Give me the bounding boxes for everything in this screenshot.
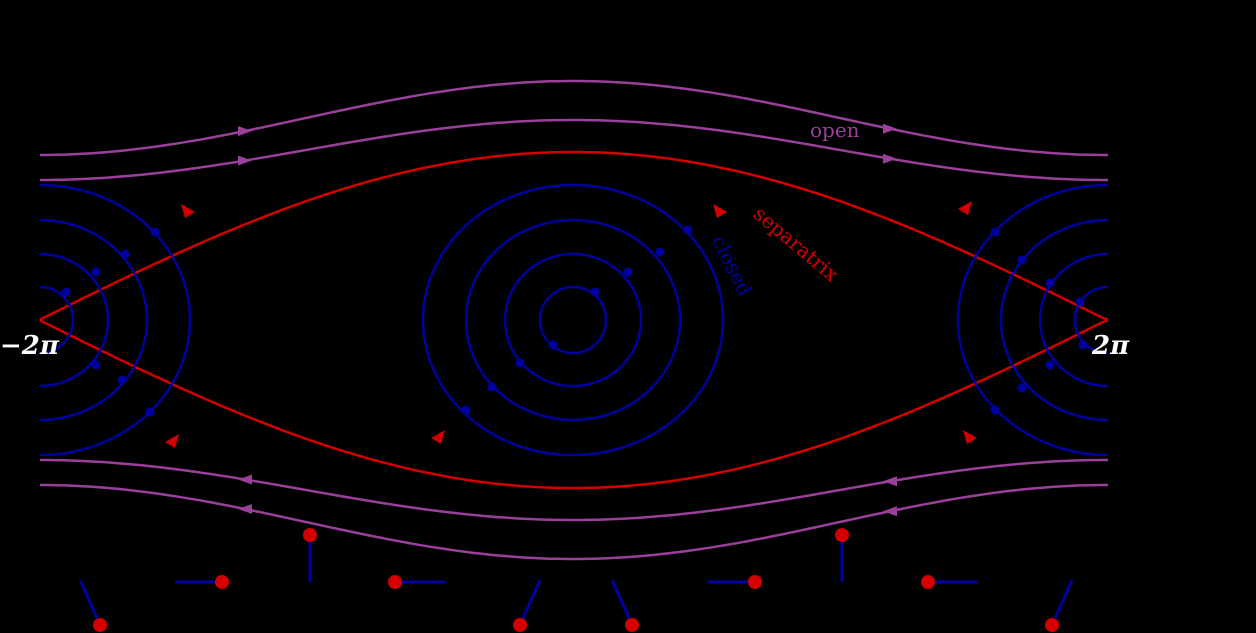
open-orbit-arrow [238,125,252,136]
pendulum-rod [78,579,102,626]
closed-orbit-arrow [1045,278,1055,288]
pendulum-bob [835,528,849,542]
closed-orbit-arrow [990,405,1000,415]
open-orbit-arrow [883,123,897,134]
pendulum-bob [748,575,762,589]
separatrix-arrow [165,434,179,448]
label-open: open [810,118,860,142]
separatrix-line [39,319,1109,490]
open-orbit-arrow [238,155,252,166]
closed-orbit-center [538,285,608,355]
separatrix-arrow [431,430,445,444]
closed-orbit-arrow [1017,255,1027,265]
closed-orbit-arrow [461,405,471,415]
closed-orbit-side [39,285,75,355]
separatrix-curves [39,150,1109,490]
open-orbit-line [40,79,1108,157]
closed-orbit-arrow [590,287,600,297]
pendulum-bob [388,575,402,589]
closed-orbit-side [999,218,1109,422]
pendulum-bob [93,618,107,632]
closed-orbit-side [956,183,1109,457]
separatrix-arrow [181,204,195,218]
separatrix-arrow [713,204,727,218]
open-orbit-arrow [883,506,897,517]
pendulum-rod [518,579,542,626]
open-orbit-arrow [883,476,897,487]
separatrix-arrow [963,430,977,444]
closed-orbit-arrow [120,249,130,259]
closed-orbit-side [39,183,192,457]
pendulum-bob [513,618,527,632]
closed-orbit-side [1073,285,1109,355]
closed-orbit-arrow [515,358,525,368]
closed-orbit-side [1038,252,1109,388]
closed-orbit-arrow [683,225,693,235]
closed-orbit-center [421,183,725,457]
closed-orbit-arrow [91,267,101,277]
pendulum-bob [921,575,935,589]
closed-orbit-arrow [1075,297,1085,307]
closed-orbit-arrow [487,382,497,392]
closed-orbit-side [39,218,149,422]
closed-orbit-arrow [117,375,127,385]
closed-orbit-arrow [150,227,160,237]
pendulum-bob [303,528,317,542]
open-orbit-arrow [238,504,252,515]
closed-orbit-arrow [1078,340,1088,350]
closed-orbit-center [503,252,643,388]
pendulum-bob [1045,618,1059,632]
pendulum-rod [610,579,634,626]
pendulum-bob [215,575,229,589]
pendulum-bob [625,618,639,632]
closed-orbit-arrow [623,267,633,277]
pendulum-icons [78,528,1074,632]
closed-orbit-arrow [1017,383,1027,393]
closed-orbit-arrow [1045,360,1055,370]
open-orbit-arrow [883,153,897,164]
closed-orbit-arrow [548,340,558,350]
tick-label-right: 2π [1091,331,1130,361]
label-closed: closed [707,231,758,300]
open-orbit-line [40,483,1108,561]
label-separatrix: separatrix [749,201,844,286]
closed-orbit-side [39,252,110,388]
tick-label-left: −2π [0,331,60,361]
closed-orbit-arrow [145,407,155,417]
closed-orbits [39,183,1109,457]
separatrix-arrow [958,201,972,215]
open-orbit-line [40,458,1108,522]
pendulum-rod [1050,579,1074,626]
open-orbits [40,79,1108,561]
closed-orbit-arrow [655,247,665,257]
open-orbit-line [40,118,1108,182]
closed-orbit-arrow [61,287,71,297]
separatrix-line [39,150,1109,321]
open-orbit-arrow [238,474,252,485]
closed-orbit-arrow [91,360,101,370]
closed-orbit-arrow [990,227,1000,237]
closed-orbit-center [464,218,682,422]
